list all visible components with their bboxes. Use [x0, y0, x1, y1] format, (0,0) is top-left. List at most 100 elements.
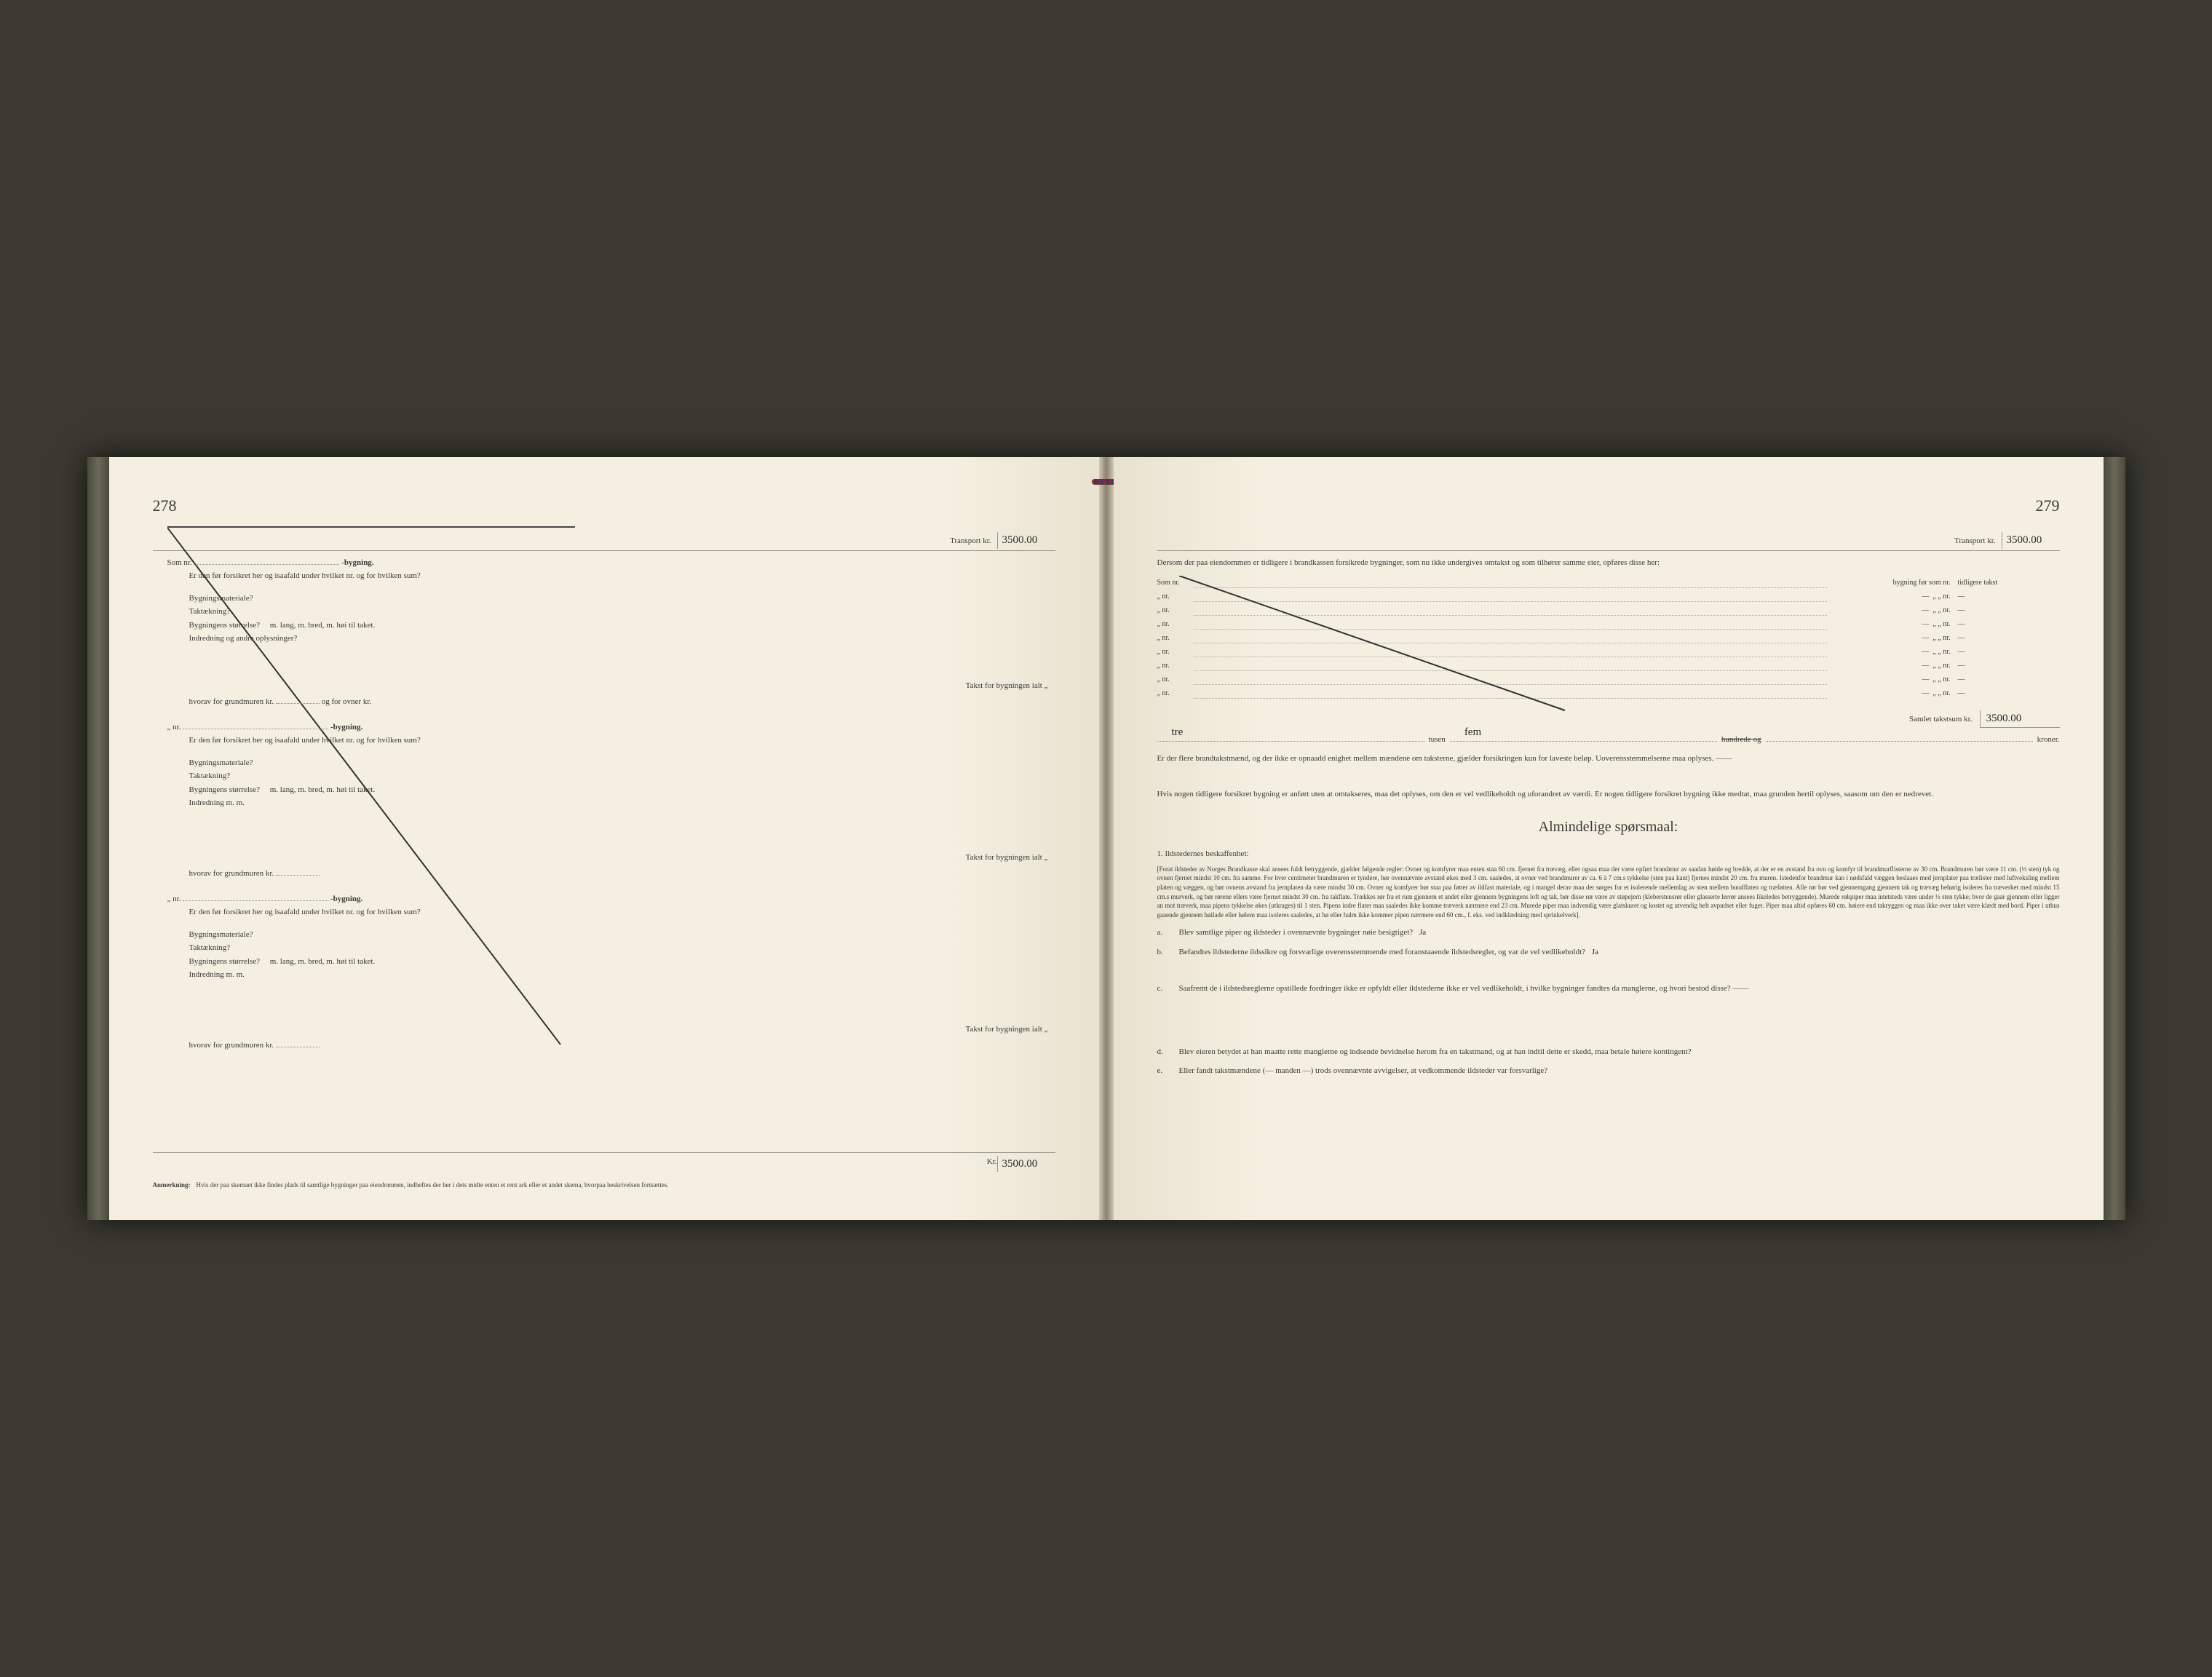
q-materiale-1: Bygningsmateriale?: [153, 592, 1055, 605]
transport-row-right: Transport kr. 3500.00: [1157, 532, 2060, 551]
left-spine-edge: [87, 457, 109, 1220]
kr-total-row: Kr. 3500.00: [153, 1152, 1055, 1173]
table-row: „ nr.— „ „ nr.—: [1157, 617, 2060, 631]
storrelse-detail-2: m. lang, m. bred, m. høi til taket.: [270, 785, 376, 794]
qb-text: Befandtes ildstederne ildssikre og forsv…: [1179, 948, 1586, 956]
hvorav-3: hvorav for grundmuren kr.: [189, 1041, 274, 1050]
qc-text: Saafremt de i ildstedsreglerne opstilled…: [1179, 983, 2060, 995]
building-block-3: „ nr. -bygning. Er den før forsikret her…: [153, 893, 1055, 1052]
col-bygning-for: bygning før som nr.: [1827, 577, 1958, 588]
q-indredning-3: Indredning m. m.: [153, 969, 1055, 981]
qa-letter: a.: [1157, 927, 1179, 939]
building-block-1: Som nr. -bygning. Er den før forsikret h…: [153, 557, 1055, 708]
q-taktaekning-1: Taktækning?: [153, 606, 1055, 618]
sub-question-c: c. Saafremt de i ildstedsreglerne opstil…: [1157, 983, 2060, 995]
sub-question-d: d. Blev eieren betydet at han maatte ret…: [1157, 1046, 2060, 1058]
q1-label: Ildstedernes beskaffenhet:: [1165, 849, 1249, 858]
og-ovner-1: og for ovner kr.: [322, 697, 371, 706]
qd-text: Blev eieren betydet at han maatte rette …: [1179, 1046, 2060, 1058]
transport-row-left: Transport kr. 3500.00: [153, 532, 1055, 551]
q-taktaekning-2: Taktækning?: [153, 770, 1055, 782]
transport-label: Transport kr.: [950, 535, 991, 547]
q-taktaekning-3: Taktækning?: [153, 942, 1055, 954]
sub-question-b: b. Befandtes ildstederne ildssikre og fo…: [1157, 946, 2060, 959]
storrelse-detail-1: m. lang, m. bred, m. høi til taket.: [270, 621, 376, 630]
prior-buildings-table: Som nr. bygning før som nr. tidligere ta…: [1157, 576, 2060, 700]
q-forsikret-1: Er den før forsikret her og isaafald und…: [153, 570, 1055, 582]
amount-in-words-line: tre tusen fem hundrede og kroner.: [1157, 734, 2060, 746]
kr-value: 3500.00: [997, 1156, 1055, 1173]
hvorav-2: hvorav for grundmuren kr.: [189, 869, 274, 878]
bygning-suffix-3: -bygning.: [330, 895, 362, 903]
qe-letter: e.: [1157, 1065, 1179, 1077]
col-tidligere: tidligere takst: [1958, 577, 2060, 588]
table-row: „ nr.— „ „ nr.—: [1157, 673, 2060, 686]
hvis-nogen-para: Hvis nogen tidligere forsikret bygning e…: [1157, 788, 2060, 801]
bygning-suffix: -bygning.: [341, 558, 373, 567]
page-number-right: 279: [1157, 493, 2060, 518]
qe-text: Eller fandt takstmændene (— manden —) tr…: [1179, 1065, 2060, 1077]
anmerkning-text: Hvis der paa skemaet ikke findes plads t…: [197, 1181, 669, 1191]
takst-row-3: Takst for bygningen ialt „: [153, 1023, 1055, 1036]
qa-text: Blev samtlige piper og ildsteder i ovenn…: [1179, 928, 1414, 937]
table-row: „ nr.— „ „ nr.—: [1157, 645, 2060, 659]
intro-text: Dersom der paa eiendommen er tidligere i…: [1157, 557, 2060, 569]
storrelse-detail-3: m. lang, m. bred, m. høi til taket.: [270, 957, 376, 966]
som-nr-label: Som nr.: [167, 558, 192, 567]
qd-letter: d.: [1157, 1046, 1179, 1058]
q1-fine-print: [Forat ildsteder av Norges Brandkasse sk…: [1157, 865, 2060, 920]
table-row: „ nr.— „ „ nr.—: [1157, 659, 2060, 673]
qb-letter: b.: [1157, 946, 1179, 959]
qc-letter: c.: [1157, 983, 1179, 995]
flere-brandtakst-para: Er der flere brandtakstmænd, og der ikke…: [1157, 753, 2060, 765]
book-spread: 278 Transport kr. 3500.00 Som nr. -bygni…: [87, 457, 2125, 1220]
samlet-label: Samlet takstsum kr.: [1909, 713, 1972, 726]
anmerkning: Anmerkning: Hvis der paa skemaet ikke fi…: [153, 1181, 1055, 1191]
right-page: 279 Transport kr. 3500.00 Dersom der paa…: [1114, 457, 2104, 1220]
sub-question-e: e. Eller fandt takstmændene (— manden —)…: [1157, 1065, 2060, 1077]
takst-row-1: Takst for bygningen ialt „: [153, 680, 1055, 692]
almindelige-heading: Almindelige spørsmaal:: [1157, 816, 2060, 838]
q-indredning-2: Indredning m. m.: [153, 797, 1055, 809]
takst-row-2: Takst for bygningen ialt „: [153, 852, 1055, 864]
hw-tusen-1: tre: [1172, 724, 1184, 741]
q-indredning-1: Indredning og andre oplysninger?: [153, 633, 1055, 645]
qa-answer: Ja: [1419, 928, 1426, 937]
q-forsikret-2: Er den før forsikret her og isaafald und…: [153, 734, 1055, 747]
samlet-takstsum-row: Samlet takstsum kr. 3500.00: [1157, 710, 2060, 728]
qb-answer: Ja: [1592, 948, 1598, 956]
table-row: „ nr.— „ „ nr.—: [1157, 631, 2060, 645]
page-number-left: 278: [153, 493, 1055, 518]
bygning-suffix-2: -bygning.: [330, 723, 362, 732]
transport-value-r: 3500.00: [2002, 532, 2060, 549]
q-storrelse-1: Bygningens størrelse?: [189, 621, 260, 630]
q-materiale-3: Bygningsmateriale?: [153, 929, 1055, 941]
transport-label-r: Transport kr.: [1954, 535, 1995, 547]
nr-label-2: „ nr.: [167, 723, 181, 732]
samlet-value: 3500.00: [1980, 710, 2060, 728]
building-block-2: „ nr. -bygning. Er den før forsikret her…: [153, 721, 1055, 880]
transport-value: 3500.00: [997, 532, 1055, 549]
kroner-label: kroner.: [2037, 734, 2060, 746]
right-spine-edge: [2104, 457, 2125, 1220]
table-row: „ nr.— „ „ nr.—: [1157, 686, 2060, 700]
q-storrelse-3: Bygningens størrelse?: [189, 957, 260, 966]
kr-label: Kr.: [987, 1156, 997, 1173]
question-1: 1. Ildstedernes beskaffenhet: [Forat ild…: [1157, 848, 2060, 1077]
hw-tusen-2: fem: [1464, 724, 1481, 741]
hundrede-label: hundrede og: [1721, 734, 1761, 746]
col-som-nr: Som nr.: [1157, 577, 1194, 588]
q-storrelse-2: Bygningens størrelse?: [189, 785, 260, 794]
book-binding: [1099, 457, 1114, 1220]
table-row: „ nr.— „ „ nr.—: [1157, 590, 2060, 603]
table-row: „ nr.— „ „ nr.—: [1157, 603, 2060, 617]
anmerkning-label: Anmerkning:: [153, 1181, 191, 1191]
q1-num: 1.: [1157, 849, 1163, 858]
q-forsikret-3: Er den før forsikret her og isaafald und…: [153, 906, 1055, 919]
sub-question-a: a. Blev samtlige piper og ildsteder i ov…: [1157, 927, 2060, 939]
hvorav-1: hvorav for grundmuren kr.: [189, 697, 274, 706]
table-header-row: Som nr. bygning før som nr. tidligere ta…: [1157, 576, 2060, 590]
q-materiale-2: Bygningsmateriale?: [153, 757, 1055, 769]
left-page: 278 Transport kr. 3500.00 Som nr. -bygni…: [109, 457, 1099, 1220]
tusen-label: tusen: [1429, 734, 1446, 746]
